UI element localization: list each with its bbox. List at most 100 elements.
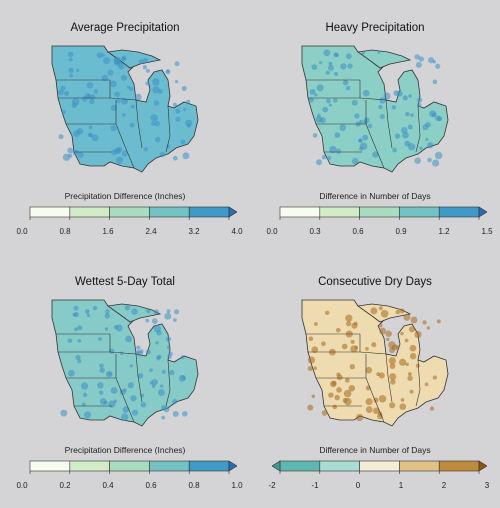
texture-dot <box>328 103 333 107</box>
panel-wettest-5-day-total: Wettest 5-Day Total Precipitation Differ… <box>0 254 250 508</box>
texture-dot <box>114 91 120 98</box>
texture-dot <box>151 384 156 389</box>
texture-dot <box>120 74 127 81</box>
texture-dot <box>388 357 396 365</box>
map-midwest <box>301 45 449 173</box>
texture-dot <box>319 117 326 124</box>
texture-dot <box>110 80 117 88</box>
texture-dot <box>124 305 131 311</box>
texture-dot <box>77 359 82 364</box>
legend-tick: 2.4 <box>145 227 157 236</box>
legend-tick: 0.8 <box>59 227 71 236</box>
texture-dot <box>145 349 151 355</box>
texture-dot <box>182 152 190 160</box>
texture-dot <box>121 112 126 117</box>
legend-swatch <box>149 206 190 218</box>
texture-dot <box>355 413 364 422</box>
texture-dot <box>330 380 337 388</box>
legend-colorbar <box>29 460 237 474</box>
texture-dot <box>172 102 178 107</box>
texture-dot <box>97 382 104 389</box>
texture-dot <box>155 340 159 345</box>
texture-dot <box>398 358 407 366</box>
legend-tick: 1.0 <box>231 481 243 490</box>
legend-tick: 0.0 <box>16 227 28 236</box>
texture-dot <box>116 99 121 104</box>
state-border <box>415 359 421 407</box>
texture-dot <box>367 123 373 129</box>
legend-arrow-right <box>228 460 237 472</box>
texture-dot <box>311 64 318 70</box>
panel-title: Wettest 5-Day Total <box>75 276 175 288</box>
texture-dot <box>60 85 66 91</box>
texture-dot <box>409 389 414 394</box>
texture-dot <box>363 120 368 125</box>
texture-dot <box>313 322 318 326</box>
texture-dot <box>154 136 161 143</box>
texture-dot <box>400 397 405 402</box>
texture-dot <box>365 406 373 414</box>
texture-dot <box>323 49 331 57</box>
legend-tick: 0.0 <box>16 481 28 490</box>
texture-dot <box>425 137 429 142</box>
texture-dot <box>399 308 405 314</box>
legend-tick: 1.2 <box>438 227 450 236</box>
state-border <box>385 99 393 149</box>
texture-dot <box>138 59 144 65</box>
legend-swatch <box>188 460 230 472</box>
legend-tick: 0.4 <box>102 481 114 490</box>
texture-dot <box>399 403 407 411</box>
legend-swatch <box>188 206 230 218</box>
texture-dot <box>419 146 423 150</box>
texture-dot <box>414 54 420 60</box>
texture-dot <box>68 153 73 158</box>
texture-dot <box>345 53 352 60</box>
texture-dot <box>317 113 321 118</box>
texture-dot <box>60 409 68 417</box>
texture-dot <box>186 123 191 128</box>
texture-dot <box>163 406 170 413</box>
texture-dot <box>386 337 390 342</box>
texture-dot <box>322 106 329 113</box>
texture-dot <box>166 309 171 314</box>
texture-dot <box>336 387 342 393</box>
legend-swatch <box>399 460 440 472</box>
texture-dot <box>379 114 385 120</box>
texture-dot <box>113 324 119 330</box>
texture-dot <box>154 120 160 127</box>
texture-dot <box>129 122 135 128</box>
texture-dot <box>89 94 96 100</box>
texture-dot <box>414 330 422 339</box>
texture-dot <box>321 341 326 347</box>
texture-dot <box>395 345 400 349</box>
texture-dot <box>418 56 425 62</box>
texture-dot <box>80 382 89 390</box>
texture-dot <box>150 114 158 122</box>
texture-dot <box>308 336 314 342</box>
texture-dot <box>131 409 139 416</box>
panel-title: Average Precipitation <box>70 22 180 34</box>
texture-dot <box>378 394 387 403</box>
panel-heavy-precipitation: Heavy Precipitation Difference in Number… <box>250 0 500 254</box>
texture-dot <box>344 377 350 383</box>
texture-dot <box>422 320 427 325</box>
legend-ticks: 0.0 0.2 0.4 0.6 0.8 1.0 <box>16 473 242 490</box>
texture-dot <box>83 411 92 419</box>
texture-dot <box>121 56 126 62</box>
texture-dot <box>410 316 418 324</box>
texture-dot <box>123 388 127 392</box>
texture-dot <box>345 320 352 327</box>
legend-swatch <box>319 206 360 218</box>
texture-dot <box>307 404 314 411</box>
texture-dot <box>119 351 124 356</box>
texture-dot <box>130 395 137 402</box>
texture-dot <box>69 73 74 78</box>
texture-dot <box>136 350 143 357</box>
legend-swatch <box>279 460 321 472</box>
texture-dot <box>140 401 147 408</box>
texture-dot <box>385 330 392 337</box>
texture-dot <box>335 327 341 333</box>
texture-dot <box>81 402 86 407</box>
texture-dot <box>152 86 160 94</box>
texture-dot <box>110 387 118 394</box>
